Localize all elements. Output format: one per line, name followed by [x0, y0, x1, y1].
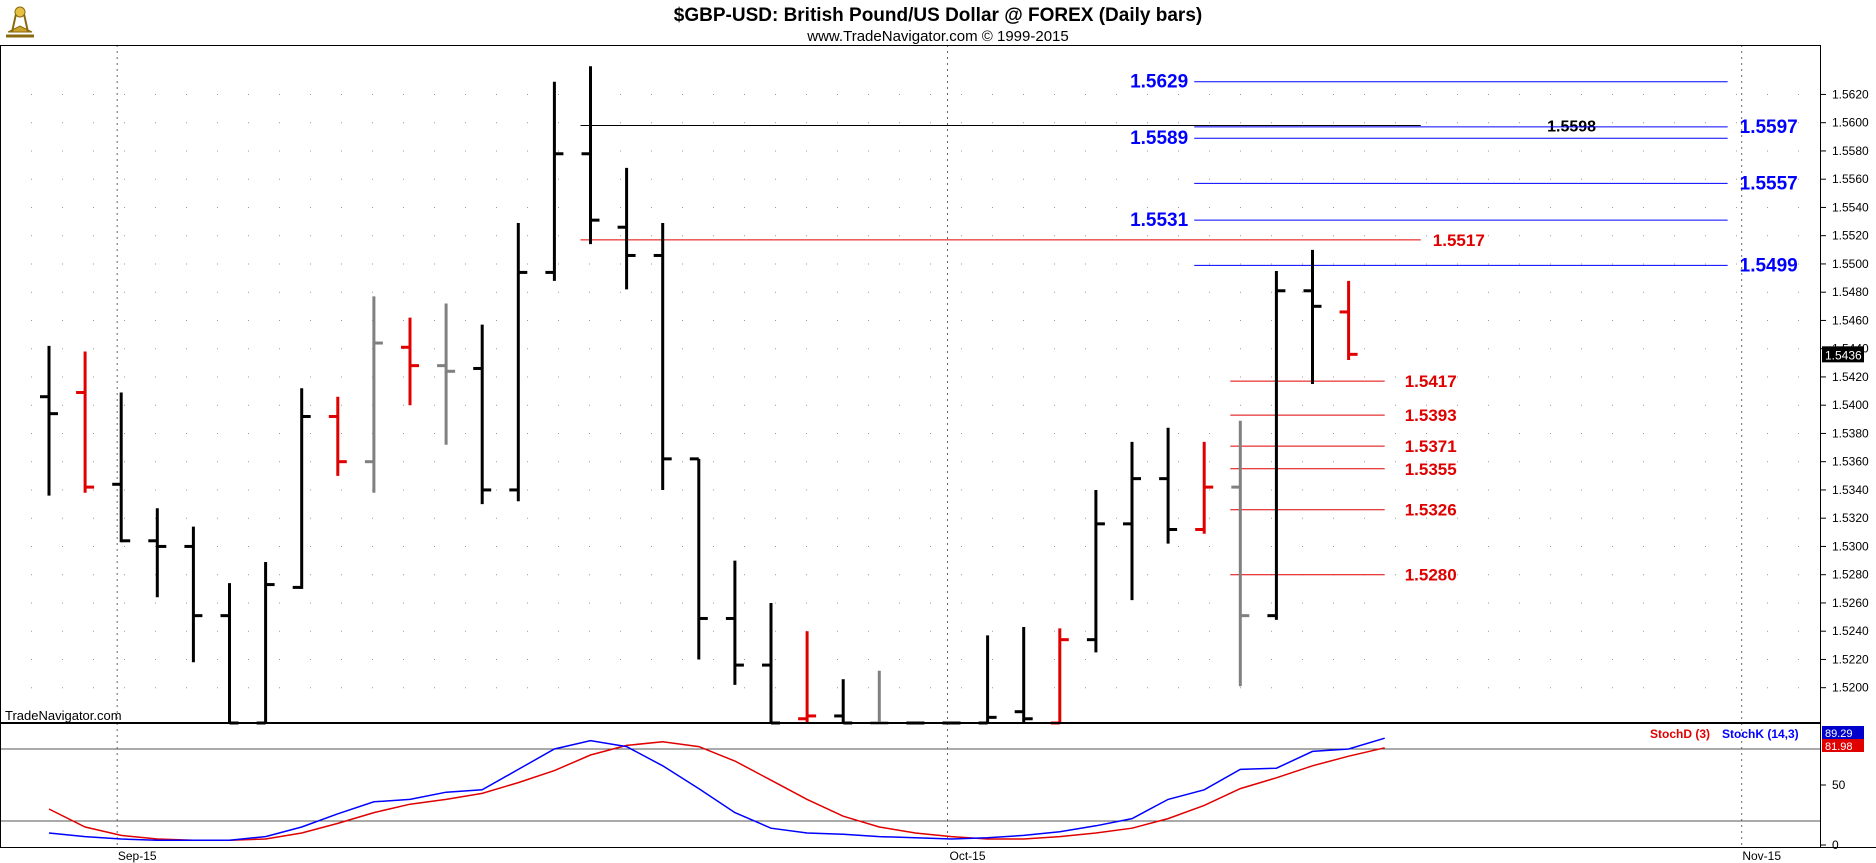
ohlc-bar [1123, 441, 1141, 601]
level-label: 1.5531 [1130, 210, 1189, 231]
ohlc-bar [1267, 271, 1286, 620]
level-label: 1.5393 [1405, 406, 1457, 425]
ohlc-bar [617, 167, 636, 290]
chart-title: $GBP-USD: British Pound/US Dollar @ FORE… [674, 5, 1202, 26]
price-tick-label: 1.5540 [1832, 200, 1869, 214]
ohlc-bar [76, 351, 95, 493]
ohlc-bar [328, 396, 347, 476]
chart-subtitle: www.TradeNavigator.com © 1999-2015 [806, 28, 1068, 45]
ohlc-bar [473, 324, 492, 505]
price-tick-label: 1.5360 [1832, 455, 1869, 469]
stoch-series-line [48, 741, 1385, 841]
month-label: Oct-15 [949, 849, 985, 863]
ohlc-bar [834, 679, 853, 725]
price-tick-label: 1.5320 [1832, 511, 1869, 525]
stoch-series-line [48, 737, 1385, 841]
ohlc-bar [40, 345, 58, 496]
level-label: 1.5557 [1740, 173, 1798, 194]
stoch-tick-label: 50 [1832, 778, 1846, 792]
trade-navigator-logo [2, 2, 38, 42]
price-tick-label: 1.5420 [1832, 370, 1869, 384]
price-tick-label: 1.5560 [1832, 172, 1869, 186]
ohlc-bar [1231, 420, 1250, 687]
ohlc-bar [112, 392, 131, 543]
price-tick-label: 1.5620 [1832, 87, 1869, 101]
ohlc-bar [545, 81, 564, 281]
ohlc-bar [762, 602, 780, 725]
ohlc-bar [689, 457, 708, 660]
level-label: 1.5589 [1130, 128, 1188, 149]
ohlc-bar [292, 388, 311, 589]
price-tick-label: 1.5500 [1832, 257, 1869, 271]
level-label: 1.5517 [1433, 231, 1485, 250]
stoch-d-value: 81.98 [1825, 741, 1853, 753]
legend-stoch-k: StochK (14,3) [1722, 727, 1799, 741]
level-label: 1.5355 [1405, 460, 1457, 479]
stoch-d-value-box [1822, 739, 1864, 752]
price-tick-label: 1.5600 [1832, 116, 1869, 130]
ohlc-bar [978, 635, 997, 725]
ohlc-bar [148, 508, 167, 598]
level-label: 1.5597 [1740, 117, 1798, 138]
ohlc-bar [364, 296, 383, 493]
price-tick-label: 1.5580 [1832, 144, 1869, 158]
price-tick-label: 1.5480 [1832, 285, 1869, 299]
level-label: 1.5629 [1130, 72, 1188, 93]
price-tick-label: 1.5260 [1832, 596, 1869, 610]
ohlc-bar [220, 583, 239, 725]
ohlc-bar [581, 66, 600, 245]
last-price-label: 1.5436 [1825, 348, 1862, 362]
legend-stoch-d: StochD (3) [1650, 727, 1710, 741]
last-price-box [1822, 346, 1864, 363]
price-tick-label: 1.5380 [1832, 426, 1869, 440]
stoch-panel-border [0, 723, 1821, 848]
ohlc-bar [725, 560, 744, 685]
price-tick-label: 1.5240 [1832, 624, 1869, 638]
price-tick-label: 1.5340 [1832, 483, 1869, 497]
level-label: 1.5417 [1405, 372, 1457, 391]
ohlc-bar [401, 317, 419, 406]
month-label: Nov-15 [1742, 849, 1781, 863]
watermark: TradeNavigator.com [5, 708, 122, 723]
stoch-k-value-box [1822, 726, 1864, 739]
ohlc-bar [1339, 280, 1358, 360]
ohlc-bar [1303, 249, 1322, 384]
ohlc-bar [256, 561, 275, 725]
ohlc-bar [1159, 427, 1178, 544]
ohlc-bar [798, 631, 817, 723]
ohlc-bar [870, 670, 889, 725]
level-label: 1.5326 [1405, 501, 1457, 520]
price-tick-label: 1.5400 [1832, 398, 1869, 412]
price-panel-border [0, 45, 1821, 723]
level-label: 1.5280 [1405, 566, 1457, 585]
ohlc-bar [1195, 441, 1214, 534]
price-tick-label: 1.5460 [1832, 313, 1869, 327]
month-label: Sep-15 [118, 849, 157, 863]
ohlc-bar [1014, 626, 1033, 723]
ohlc-bar [653, 222, 672, 490]
price-tick-label: 1.5520 [1832, 229, 1869, 243]
price-tick-label: 1.5200 [1832, 681, 1869, 695]
price-tick-label: 1.5220 [1832, 652, 1869, 666]
stoch-tick-label: 0 [1832, 838, 1839, 852]
ohlc-bar [1086, 489, 1105, 653]
price-tick-label: 1.5300 [1832, 539, 1869, 553]
price-tick-label: 1.5280 [1832, 568, 1869, 582]
ohlc-bar [1050, 628, 1069, 725]
stoch-k-value: 89.29 [1825, 728, 1853, 740]
ohlc-bar [184, 526, 203, 663]
ohlc-bar [437, 303, 456, 445]
ohlc-bar [509, 222, 528, 502]
level-label: 1.5371 [1405, 437, 1457, 456]
level-label: 1.5499 [1740, 255, 1798, 276]
